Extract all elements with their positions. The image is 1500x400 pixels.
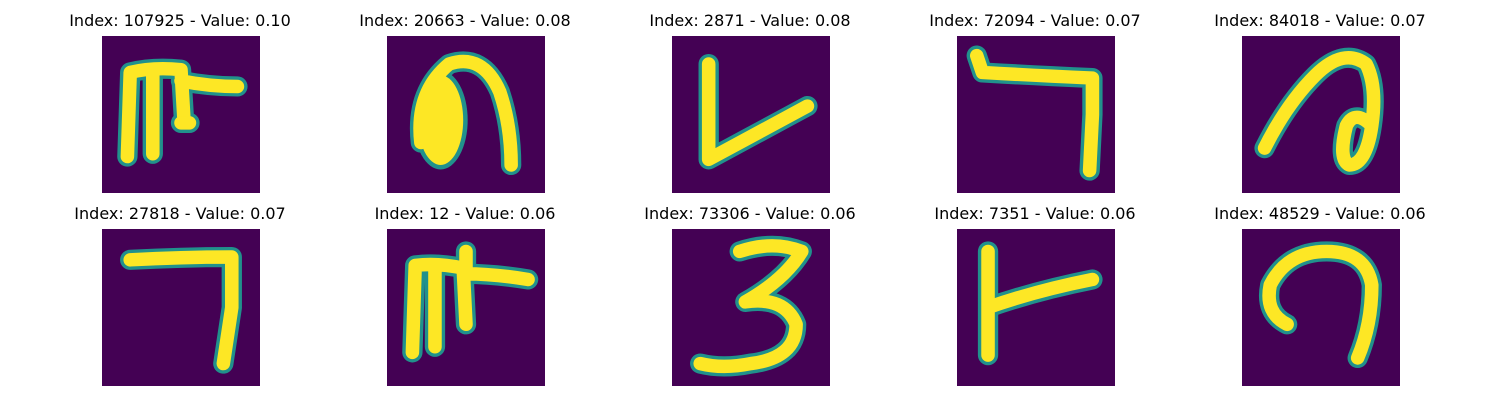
- grid-cell-5: Index: 84018 - Value: 0.07: [1195, 9, 1445, 199]
- grid-cell-3: Index: 2871 - Value: 0.08: [625, 9, 875, 199]
- cell-title: Index: 7351 - Value: 0.06: [934, 204, 1136, 223]
- digit-image: [1242, 229, 1400, 386]
- digit-image: [387, 36, 545, 193]
- digit-image: [672, 36, 830, 193]
- digit-image: [102, 36, 260, 193]
- grid-cell-8: Index: 73306 - Value: 0.06: [625, 202, 875, 392]
- cell-title: Index: 84018 - Value: 0.07: [1214, 11, 1426, 30]
- cell-title: Index: 48529 - Value: 0.06: [1214, 204, 1426, 223]
- cell-title: Index: 73306 - Value: 0.06: [644, 204, 856, 223]
- cell-title: Index: 107925 - Value: 0.10: [69, 11, 291, 30]
- cell-title: Index: 72094 - Value: 0.07: [929, 11, 1141, 30]
- digit-image: [1242, 36, 1400, 193]
- grid-cell-10: Index: 48529 - Value: 0.06: [1195, 202, 1445, 392]
- digit-image: [672, 229, 830, 386]
- grid-cell-7: Index: 12 - Value: 0.06: [340, 202, 590, 392]
- digit-image: [957, 229, 1115, 386]
- digit-image: [957, 36, 1115, 193]
- cell-title: Index: 20663 - Value: 0.08: [359, 11, 571, 30]
- grid-cell-9: Index: 7351 - Value: 0.06: [910, 202, 1160, 392]
- cell-title: Index: 27818 - Value: 0.07: [74, 204, 286, 223]
- grid-cell-1: Index: 107925 - Value: 0.10: [55, 9, 305, 199]
- cell-title: Index: 12 - Value: 0.06: [374, 204, 556, 223]
- grid-cell-4: Index: 72094 - Value: 0.07: [910, 9, 1160, 199]
- cell-title: Index: 2871 - Value: 0.08: [649, 11, 851, 30]
- grid-cell-2: Index: 20663 - Value: 0.08: [340, 9, 590, 199]
- digit-image: [102, 229, 260, 386]
- grid-cell-6: Index: 27818 - Value: 0.07: [55, 202, 305, 392]
- digit-image: [387, 229, 545, 386]
